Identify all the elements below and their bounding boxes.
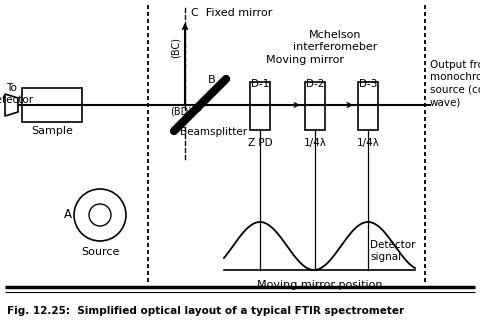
Text: D-2: D-2 — [306, 79, 324, 89]
Bar — [358, 82, 378, 130]
Text: D-3: D-3 — [359, 79, 377, 89]
Text: 1/4λ: 1/4λ — [357, 138, 379, 148]
Text: Moving mirror position: Moving mirror position — [257, 280, 382, 290]
Bar — [305, 82, 325, 130]
Text: Sample: Sample — [31, 126, 73, 136]
Text: Moving mirror: Moving mirror — [266, 55, 344, 65]
Text: 1/4λ: 1/4λ — [303, 138, 326, 148]
Text: A: A — [64, 209, 72, 221]
Text: Detector
signal: Detector signal — [370, 240, 416, 262]
Text: Beamsplitter: Beamsplitter — [180, 127, 247, 137]
Text: Source: Source — [81, 247, 119, 257]
Text: C  Fixed mirror: C Fixed mirror — [191, 8, 272, 18]
Text: (BC): (BC) — [171, 38, 181, 58]
Text: Fig. 12.25:  Simplified optical layout of a typical FTIR spectrometer: Fig. 12.25: Simplified optical layout of… — [7, 306, 404, 316]
Text: (BD): (BD) — [170, 106, 192, 116]
Circle shape — [74, 189, 126, 241]
Text: B: B — [208, 75, 216, 85]
Bar — [250, 82, 270, 130]
Bar — [22, 88, 82, 122]
Text: Mchelson
interferomeber: Mchelson interferomeber — [293, 30, 377, 52]
Text: Output from
monochromatic
source (cosine
wave): Output from monochromatic source (cosine… — [430, 60, 480, 107]
Circle shape — [89, 204, 111, 226]
Text: D-1: D-1 — [251, 79, 269, 89]
Text: To
detector: To detector — [0, 83, 33, 105]
Text: Z PD: Z PD — [248, 138, 272, 148]
